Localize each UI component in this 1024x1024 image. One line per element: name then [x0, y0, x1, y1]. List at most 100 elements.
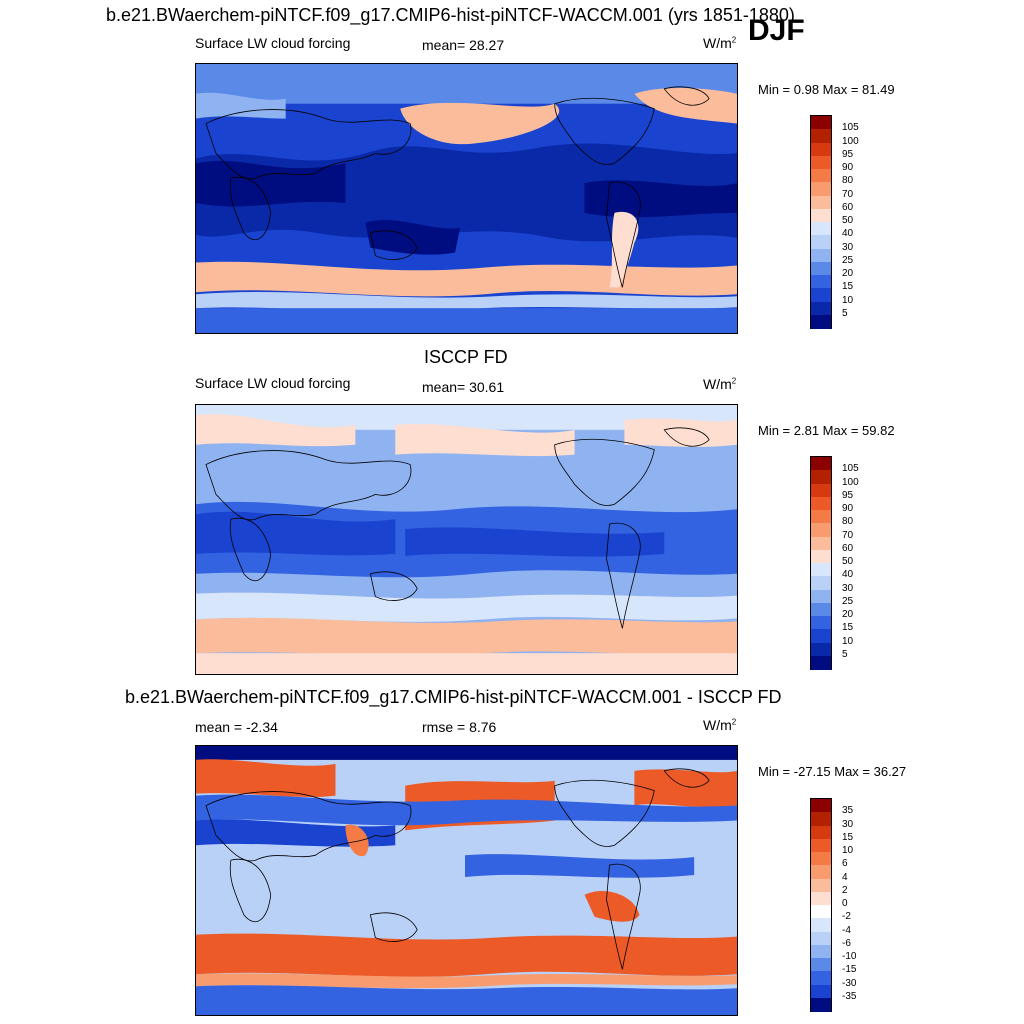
colorbar-tick-label: 30 — [842, 241, 854, 253]
contour-map-diff — [195, 745, 738, 1016]
colorbar-swatch — [811, 971, 831, 985]
colorbar-tick-label: 15 — [842, 831, 854, 843]
colorbar-model — [810, 115, 832, 329]
colorbar-swatch — [811, 142, 831, 157]
colorbar-swatch — [811, 222, 831, 236]
minmax-label: Min = -27.15 Max = 36.27 — [758, 764, 907, 779]
colorbar-tick-label: -6 — [842, 937, 851, 949]
colorbar-tick-label: 30 — [842, 818, 854, 830]
colorbar-tick-label: -10 — [842, 951, 857, 962]
colorbar-swatch — [811, 129, 831, 143]
colorbar-tick-label: 2 — [842, 884, 848, 896]
minmax-label: Min = 0.98 Max = 81.49 — [758, 82, 895, 97]
colorbar-swatch — [811, 799, 831, 813]
units-label: W/m2 — [703, 376, 737, 392]
colorbar-swatch — [811, 997, 831, 1012]
colorbar-tick-label: 70 — [842, 529, 854, 541]
colorbar-swatch — [811, 629, 831, 643]
colorbar-tick-label: 50 — [842, 215, 854, 226]
season-label: DJF — [748, 14, 805, 47]
colorbar-tick-label: 95 — [842, 148, 854, 160]
colorbar-swatch — [811, 825, 831, 840]
colorbar-swatch — [811, 169, 831, 183]
mean-stat: mean = -2.34 — [195, 719, 278, 735]
colorbar-tick-label: 15 — [842, 622, 854, 634]
colorbar-tick-label: 35 — [842, 805, 854, 817]
colorbar-tick-label: 4 — [842, 871, 848, 883]
colorbar-tick-label: -35 — [842, 990, 857, 1002]
colorbar-tick-label: 40 — [842, 569, 854, 581]
colorbar-tick-label: 60 — [842, 201, 854, 213]
colorbar-tick-label: 105 — [842, 463, 859, 475]
colorbar-tick-label: 25 — [842, 254, 854, 266]
colorbar-swatch — [811, 261, 831, 276]
colorbar-swatch — [811, 838, 831, 853]
colorbar-tick-label: 10 — [842, 294, 854, 306]
colorbar-swatch — [811, 496, 831, 511]
mean-stat: mean= 30.61 — [422, 379, 505, 395]
colorbar-swatch — [811, 483, 831, 498]
colorbar-swatch — [811, 536, 831, 551]
colorbar-tick-label: 80 — [842, 175, 854, 187]
colorbar-swatch — [811, 905, 831, 919]
colorbar-swatch — [811, 589, 831, 604]
colorbar-tick-label: 90 — [842, 162, 854, 173]
colorbar-tick-label: 6 — [842, 858, 848, 870]
colorbar-tick-label: -15 — [842, 964, 857, 976]
field-label: Surface LW cloud forcing — [195, 35, 351, 51]
colorbar-tick-label: 70 — [842, 188, 854, 200]
colorbar-tick-label: 5 — [842, 307, 848, 319]
colorbar-swatch — [811, 918, 831, 932]
colorbar-swatch — [811, 248, 831, 263]
colorbar-tick-label: 80 — [842, 516, 854, 528]
colorbar-swatch — [811, 182, 831, 196]
figure-title: b.e21.BWaerchem-piNTCF.f09_g17.CMIP6-his… — [106, 5, 795, 25]
colorbar-tick-label: 0 — [842, 898, 848, 909]
colorbar-diff — [810, 798, 832, 1012]
colorbar-swatch — [811, 510, 831, 524]
contour-map-obs — [195, 404, 738, 675]
contour-map-model — [195, 63, 738, 334]
colorbar-swatch — [811, 576, 831, 590]
units-label: W/m2 — [703, 717, 737, 733]
colorbar-tick-label: 40 — [842, 228, 854, 240]
colorbar-tick-label: 95 — [842, 489, 854, 501]
colorbar-tick-label: 5 — [842, 648, 848, 660]
colorbar-swatch — [811, 852, 831, 866]
colorbar-swatch — [811, 865, 831, 879]
colorbar-swatch — [811, 288, 831, 302]
units-label: W/m2 — [703, 35, 737, 51]
colorbar-swatch — [811, 944, 831, 959]
colorbar-swatch — [811, 563, 831, 577]
colorbar-swatch — [811, 523, 831, 537]
panel-heading: b.e21.BWaerchem-piNTCF.f09_g17.CMIP6-his… — [125, 687, 782, 707]
minmax-label: Min = 2.81 Max = 59.82 — [758, 423, 895, 438]
colorbar-tick-label: 30 — [842, 582, 854, 594]
colorbar-swatch — [811, 155, 831, 170]
colorbar-swatch — [811, 931, 831, 946]
colorbar-swatch — [811, 208, 831, 223]
colorbar-tick-label: 25 — [842, 595, 854, 607]
colorbar-tick-label: 100 — [842, 135, 859, 147]
colorbar-swatch — [811, 616, 831, 630]
colorbar-swatch — [811, 314, 831, 329]
colorbar-obs — [810, 456, 832, 670]
colorbar-swatch — [811, 891, 831, 906]
colorbar-tick-label: 60 — [842, 542, 854, 554]
colorbar-swatch — [811, 457, 831, 471]
colorbar-tick-label: -30 — [842, 977, 857, 989]
colorbar-swatch — [811, 958, 831, 972]
panel-heading: ISCCP FD — [424, 347, 508, 367]
colorbar-swatch — [811, 878, 831, 893]
colorbar-swatch — [811, 655, 831, 670]
rmse-stat: rmse = 8.76 — [422, 719, 497, 735]
colorbar-tick-label: 90 — [842, 503, 854, 514]
colorbar-tick-label: 10 — [842, 635, 854, 647]
colorbar-tick-label: 10 — [842, 845, 854, 856]
colorbar-swatch — [811, 642, 831, 657]
colorbar-tick-label: 100 — [842, 476, 859, 488]
colorbar-swatch — [811, 275, 831, 289]
colorbar-swatch — [811, 812, 831, 826]
colorbar-tick-label: 20 — [842, 609, 854, 620]
colorbar-swatch — [811, 235, 831, 249]
